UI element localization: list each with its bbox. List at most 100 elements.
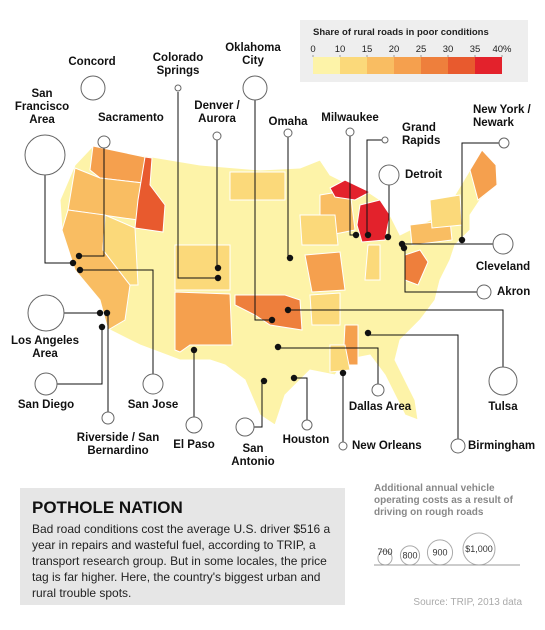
city-label: Los Angeles Area bbox=[11, 335, 79, 360]
state bbox=[469, 149, 498, 201]
city-label: Birmingham bbox=[468, 440, 536, 452]
leader-line bbox=[278, 347, 379, 384]
city-dot bbox=[69, 259, 77, 267]
story-body: Bad road conditions cost the average U.S… bbox=[32, 522, 331, 600]
state bbox=[102, 214, 139, 286]
city-cost-circle bbox=[101, 411, 115, 425]
state bbox=[356, 199, 391, 243]
leader-line bbox=[254, 100, 272, 321]
city-cost-circle bbox=[27, 294, 65, 332]
leader-line bbox=[177, 92, 217, 279]
city-cost-circle bbox=[34, 372, 58, 396]
legend-bin bbox=[475, 57, 502, 74]
city-dot bbox=[214, 264, 222, 272]
legend-tick-label: 25 bbox=[416, 44, 427, 55]
size-label: 900 bbox=[432, 547, 447, 557]
leader-line bbox=[366, 139, 382, 235]
city-cost-circle bbox=[24, 134, 66, 176]
city-cost-circle bbox=[80, 75, 106, 101]
leader-line bbox=[461, 142, 499, 240]
city-dot bbox=[400, 244, 408, 252]
city-dot bbox=[214, 274, 222, 282]
city-cost-circle bbox=[142, 373, 164, 395]
leader-line bbox=[57, 327, 103, 385]
state bbox=[329, 344, 351, 373]
legend-bins: 0 10 15 20 25 30 35 40% bbox=[310, 44, 512, 74]
city-cost-circle bbox=[492, 233, 514, 255]
city-cost-circle bbox=[97, 135, 111, 149]
city-cost-circle bbox=[345, 127, 355, 137]
city-cost-circle bbox=[450, 438, 466, 454]
city-dot bbox=[75, 252, 83, 260]
size-label: $1,000 bbox=[465, 544, 493, 554]
city-cost-circle bbox=[283, 128, 293, 138]
us-map bbox=[59, 145, 499, 426]
state bbox=[174, 244, 231, 291]
legend-tick-label: 10 bbox=[335, 44, 346, 55]
source: Source: TRIP, 2013 data bbox=[413, 597, 522, 608]
leader-line bbox=[254, 381, 263, 428]
state bbox=[309, 292, 341, 326]
city-cost-circle bbox=[212, 131, 222, 141]
city-dot bbox=[274, 343, 282, 351]
city-dot bbox=[96, 309, 104, 317]
legend-tick-label: 0 bbox=[310, 44, 315, 55]
city-dot bbox=[76, 266, 84, 274]
city-dot bbox=[384, 233, 392, 241]
leader-line bbox=[404, 250, 477, 293]
city-label: Colorado Springs bbox=[152, 52, 204, 77]
leader-line bbox=[368, 334, 459, 439]
city-dot bbox=[268, 316, 276, 324]
city-label: Tulsa bbox=[488, 401, 518, 413]
legend-tick-label: 20 bbox=[389, 44, 400, 55]
legend-tick-label: 35 bbox=[470, 44, 481, 55]
legend-tick-label: 40% bbox=[492, 44, 512, 55]
city-cost-circle bbox=[242, 75, 268, 101]
state bbox=[174, 291, 233, 353]
city-cost-circle bbox=[371, 383, 385, 397]
city-label: Concord bbox=[68, 56, 116, 68]
leader-line bbox=[80, 269, 154, 374]
city-dot bbox=[364, 329, 372, 337]
size-legend: 700 800 900 $1,000 bbox=[377, 532, 496, 566]
city-cost-circle bbox=[381, 136, 389, 144]
city-label: San Diego bbox=[17, 399, 75, 411]
city-cost-circle bbox=[488, 366, 518, 396]
state bbox=[229, 171, 286, 201]
leader-line bbox=[288, 309, 504, 367]
state bbox=[299, 214, 339, 246]
city-cost-circle bbox=[378, 164, 400, 186]
city-cost-circle bbox=[476, 284, 492, 300]
city-label: Sacramento bbox=[98, 112, 164, 124]
city-label: San Jose bbox=[127, 399, 179, 411]
city-dot bbox=[458, 236, 466, 244]
leaders bbox=[44, 92, 504, 442]
city-label: Riverside / San Bernardino bbox=[76, 432, 160, 457]
city-label: Cleveland bbox=[475, 261, 531, 273]
city-cost-circle bbox=[235, 417, 255, 437]
city-dot bbox=[286, 254, 294, 262]
city-label: San Francisco Area bbox=[14, 88, 70, 126]
city-cost-circle bbox=[301, 419, 313, 431]
legend-bin bbox=[421, 57, 448, 74]
city-label: San Antonio bbox=[231, 443, 275, 468]
city-label: Grand Rapids bbox=[402, 122, 441, 147]
city-cost-circle bbox=[185, 416, 203, 434]
size-legend-title: Additional annual vehicle operating cost… bbox=[374, 483, 513, 518]
city-dot bbox=[364, 231, 372, 239]
city-markers bbox=[24, 75, 518, 454]
city-label: Milwaukee bbox=[321, 112, 379, 124]
city-dot bbox=[284, 306, 292, 314]
state bbox=[364, 244, 381, 281]
city-dot bbox=[190, 346, 198, 354]
size-label: 800 bbox=[402, 550, 417, 560]
state bbox=[429, 194, 463, 229]
city-cost-circle bbox=[174, 84, 182, 92]
city-label: New Orleans bbox=[352, 440, 422, 452]
city-label: Detroit bbox=[405, 169, 443, 181]
size-label: 700 bbox=[377, 547, 392, 557]
legend-tick-label: 30 bbox=[443, 44, 454, 55]
legend-title: Share of rural roads in poor conditions bbox=[313, 27, 489, 38]
story-title: POTHOLE NATION bbox=[32, 498, 183, 517]
